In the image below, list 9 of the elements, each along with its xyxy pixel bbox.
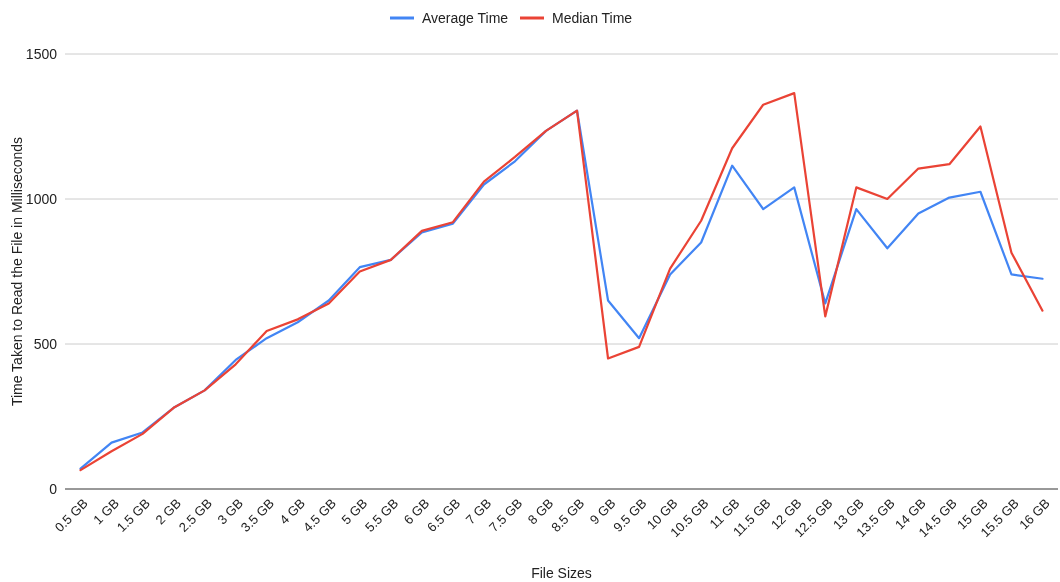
y-tick-label: 1000 [25, 190, 58, 207]
y-tick-label: 1500 [25, 45, 58, 62]
x-tick-label: 0.5 GB [51, 495, 91, 535]
legend-label: Average Time [422, 9, 509, 26]
legend-label: Median Time [552, 9, 633, 26]
y-tick-label: 0 [49, 480, 58, 497]
x-axis-title: File Sizes [531, 565, 592, 581]
y-axis-title: Time Taken to Read the File in Milliseconds [9, 136, 25, 407]
y-tick-label: 500 [33, 335, 58, 352]
